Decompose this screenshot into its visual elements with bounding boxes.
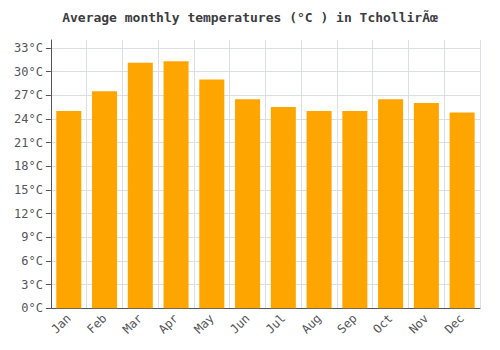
svg-text:21°C: 21°C [14, 136, 43, 150]
svg-text:30°C: 30°C [14, 65, 43, 79]
svg-text:Jul: Jul [263, 311, 288, 336]
svg-text:18°C: 18°C [14, 159, 43, 173]
svg-text:0°C: 0°C [21, 301, 43, 315]
svg-text:15°C: 15°C [14, 183, 43, 197]
svg-text:9°C: 9°C [21, 230, 43, 244]
svg-text:Apr: Apr [156, 311, 181, 336]
svg-text:27°C: 27°C [14, 88, 43, 102]
svg-text:May: May [192, 311, 217, 336]
svg-text:24°C: 24°C [14, 112, 43, 126]
svg-text:Aug: Aug [299, 311, 324, 336]
svg-text:Jan: Jan [49, 311, 74, 336]
svg-text:6°C: 6°C [21, 254, 43, 268]
svg-text:Sep: Sep [335, 311, 360, 336]
svg-text:Average monthly temperatures (: Average monthly temperatures (°C ) in Tc… [62, 10, 438, 25]
svg-text:12°C: 12°C [14, 207, 43, 221]
svg-text:3°C: 3°C [21, 278, 43, 292]
svg-text:Nov: Nov [406, 311, 431, 336]
svg-text:Dec: Dec [442, 311, 467, 336]
svg-text:Oct: Oct [370, 311, 395, 336]
svg-text:Feb: Feb [84, 311, 109, 336]
svg-text:Mar: Mar [120, 311, 145, 336]
svg-text:Jun: Jun [227, 311, 252, 336]
svg-text:33°C: 33°C [14, 41, 43, 55]
